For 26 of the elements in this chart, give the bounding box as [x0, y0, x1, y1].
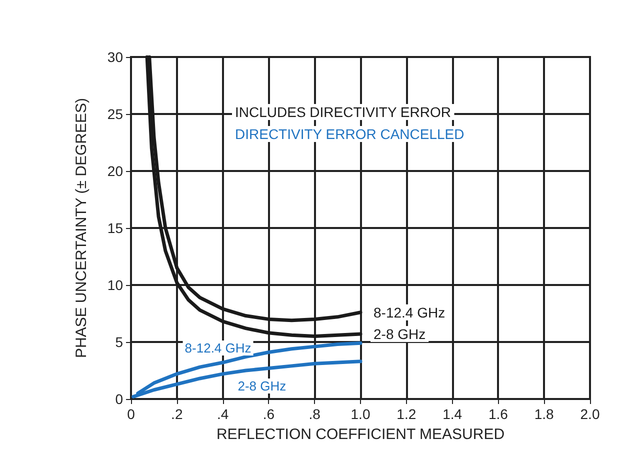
annotation: DIRECTIVITY ERROR CANCELLED: [235, 126, 464, 142]
x-tick-label: 1.8: [534, 406, 554, 422]
series-label: 2-8 GHz: [374, 326, 426, 342]
x-tick-label: 0: [127, 406, 136, 422]
x-tick-label: .6: [262, 406, 275, 422]
x-tick-label: .8: [308, 406, 321, 422]
x-tick-label: 1.4: [442, 406, 462, 422]
y-tick-label: 25: [107, 106, 124, 122]
annotation: INCLUDES DIRECTIVITY ERROR: [235, 104, 451, 120]
x-tick-label: 1.6: [488, 406, 508, 422]
x-tick-label: 2.0: [580, 406, 600, 422]
x-tick-label: 1.0: [350, 406, 370, 422]
y-axis-title: PHASE UNCERTAINTY (± DEGREES): [73, 98, 90, 358]
series-label: 8-12.4 GHz: [374, 304, 446, 320]
y-tick-label: 30: [107, 49, 124, 65]
y-tick-label: 5: [115, 334, 124, 350]
y-tick-label: 15: [107, 220, 124, 236]
series-label: 8-12.4 GHz: [184, 340, 252, 356]
series-label: 2-8 GHz: [238, 378, 286, 394]
x-tick-label: 1.2: [396, 406, 416, 422]
x-axis-title: REFLECTION COEFFICIENT MEASURED: [216, 426, 505, 443]
y-tick-label: 20: [107, 163, 124, 179]
y-tick-label: 0: [115, 391, 124, 407]
x-tick-label: .2: [171, 406, 183, 422]
y-tick-label: 10: [107, 277, 124, 293]
x-tick-label: .4: [216, 406, 229, 422]
